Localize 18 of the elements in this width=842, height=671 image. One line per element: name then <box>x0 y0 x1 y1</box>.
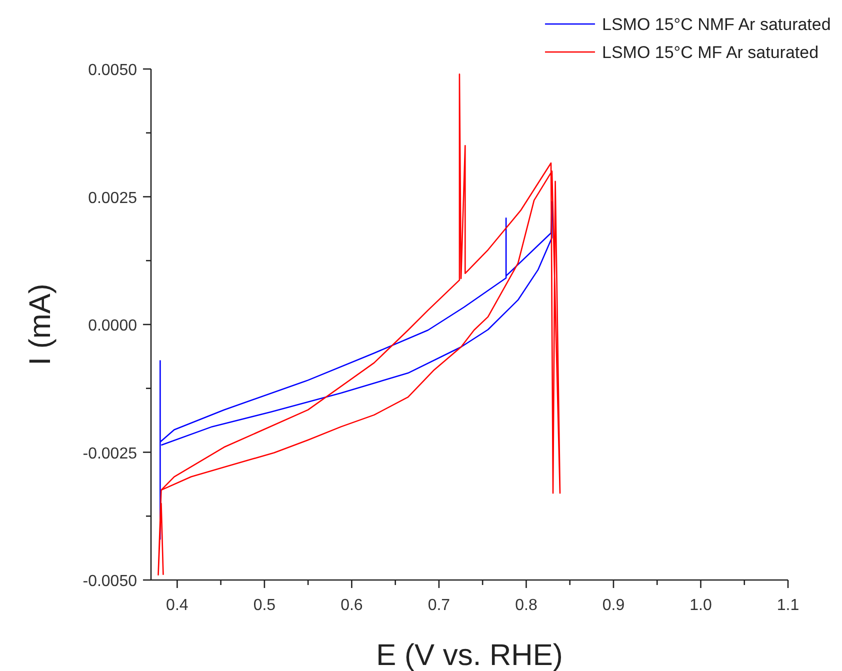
x-tick-label: 0.5 <box>253 597 276 614</box>
y-tick-label: 0.0000 <box>88 318 138 334</box>
x-axis-title: E (V vs. RHE) <box>376 639 563 671</box>
x-tick-label: 0.7 <box>428 597 450 614</box>
x-tick-label: 0.4 <box>166 597 188 614</box>
x-tick-label: 0.9 <box>602 597 625 614</box>
y-tick-label: 0.0050 <box>88 62 138 79</box>
x-tick-label: 0.8 <box>515 597 538 614</box>
y-tick-label: -0.0025 <box>82 445 138 462</box>
legend-label: LSMO 15°C NMF Ar saturated <box>602 15 831 34</box>
y-tick-label: -0.0050 <box>82 573 138 590</box>
y-axis-title: I (mA) <box>24 284 57 366</box>
x-tick-label: 1.1 <box>776 597 800 614</box>
line-series <box>158 73 561 576</box>
x-tick-label: 1.0 <box>690 597 712 614</box>
legend-label: LSMO 15°C MF Ar saturated <box>602 43 819 62</box>
x-tick-label: 0.6 <box>340 597 363 614</box>
y-tick-label: 0.0025 <box>88 190 138 207</box>
